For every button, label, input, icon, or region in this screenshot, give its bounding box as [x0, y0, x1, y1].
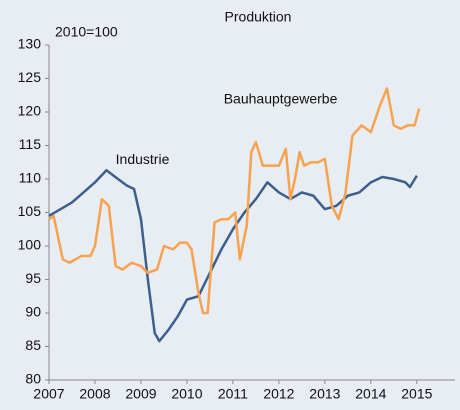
x-tick-label: 2013 — [309, 386, 340, 402]
y-tick-label: 110 — [19, 170, 42, 186]
chart-title: Produktion — [225, 9, 292, 25]
y-tick-label: 85 — [25, 337, 41, 353]
y-tick-label: 95 — [25, 270, 41, 286]
y-tick-label: 100 — [18, 237, 42, 253]
chart-subtitle: 2010=100 — [55, 24, 118, 40]
y-tick-label: 105 — [18, 203, 42, 219]
x-tick-label: 2011 — [218, 386, 248, 402]
y-tick-label: 90 — [25, 304, 41, 320]
y-tick-label: 80 — [25, 371, 41, 387]
x-tick-label: 2015 — [401, 386, 432, 402]
line-series — [48, 169, 418, 343]
x-tick-label: 2012 — [263, 386, 294, 402]
y-tick-label: 115 — [19, 136, 42, 152]
line-series — [48, 87, 421, 315]
x-tick-label: 2014 — [355, 386, 386, 402]
x-tick-label: 2008 — [79, 386, 110, 402]
y-tick-label: 120 — [18, 103, 42, 119]
annotation: Bauhauptgewerbe — [224, 91, 338, 107]
y-tick-label: 125 — [18, 69, 42, 85]
x-tick-label: 2007 — [33, 386, 64, 402]
x-tick-label: 2010 — [171, 386, 202, 402]
y-tick-label: 130 — [18, 36, 42, 52]
x-tick-label: 2009 — [125, 386, 156, 402]
annotation: Industrie — [116, 151, 170, 167]
